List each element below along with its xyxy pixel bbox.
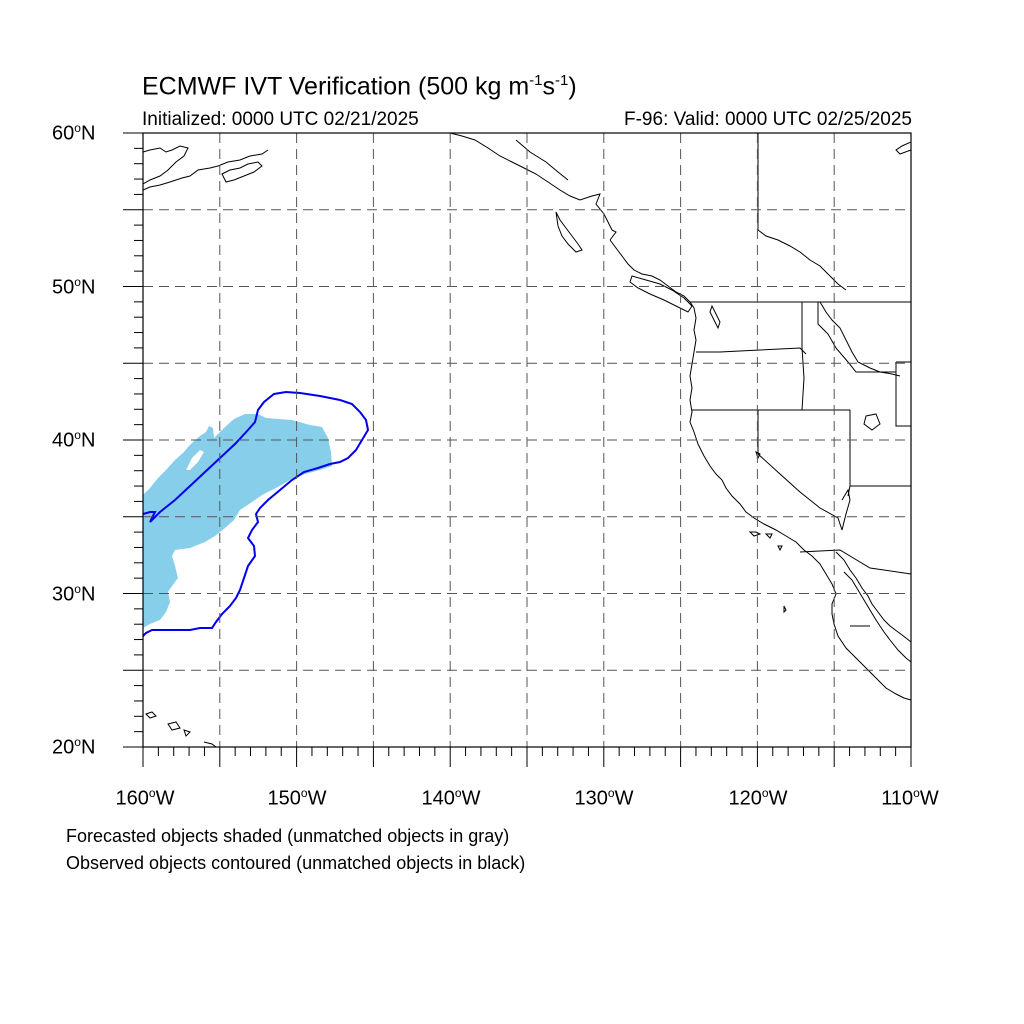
observed-objects: [143, 390, 370, 637]
canada-east-coast-fragment: [895, 141, 911, 155]
lon-label-120w: 120oW: [728, 786, 788, 810]
initialized-time: Initialized: 0000 UTC 02/21/2025: [142, 109, 419, 130]
lon-label-130w: 130oW: [574, 786, 634, 810]
title-unit-s: s: [542, 72, 556, 101]
forecast-ivt-notch: [186, 450, 204, 470]
wyoming-border: [895, 361, 911, 427]
guadalupe-island: [783, 605, 787, 614]
kodiak-island: [221, 161, 263, 183]
great-salt-lake: [863, 413, 881, 431]
mainland-mexico-coast: [843, 571, 911, 663]
nv-ut-border: [847, 410, 851, 497]
puget-sound: [709, 304, 721, 330]
us-west-coast: [689, 307, 911, 701]
lon-label-150w: 150oW: [267, 786, 327, 810]
alaska-southeast-coast: [449, 133, 617, 241]
lon-label-160w: 160oW: [115, 786, 175, 810]
title-superscript-2: -1: [555, 72, 569, 89]
bc-coast: [609, 239, 695, 309]
axis-ticks: [123, 132, 912, 767]
forecast-legend-note: Forecasted objects shaded (unmatched obj…: [66, 826, 510, 846]
idaho-montana-border: [817, 302, 896, 373]
lat-label-20n: 20oN: [52, 735, 96, 759]
lon-label-140w: 140oW: [421, 786, 481, 810]
az-border: [841, 488, 851, 531]
ca-nv-border: [757, 410, 843, 531]
lat-label-40n: 40oN: [52, 428, 96, 452]
lon-label-110w: 110oW: [881, 786, 939, 810]
us-mexico-border: [799, 549, 911, 575]
idaho-border: [801, 302, 805, 411]
vancouver-island: [629, 275, 693, 313]
northern-shore-2: [819, 301, 901, 377]
lat-label-30n: 30oN: [52, 582, 96, 606]
title-close-paren: ): [568, 72, 577, 101]
valid-time: F-96: Valid: 0000 UTC 02/25/2025: [624, 109, 912, 130]
political-boundaries: [690, 133, 911, 627]
northern-shore: [757, 229, 847, 291]
forecast-objects: [143, 414, 332, 628]
alaska-peninsula-coast: [143, 145, 189, 185]
observed-legend-note: Observed objects contoured (unmatched ob…: [66, 853, 526, 873]
lat-label-60n: 60oN: [52, 121, 96, 145]
alaska-canada-border: [515, 139, 569, 181]
baja-gulf-coast: [835, 551, 911, 643]
lake-tahoe: [755, 451, 761, 460]
wa-or-border: [696, 347, 807, 355]
title-superscript-1: -1: [529, 72, 543, 89]
map-title: ECMWF IVT Verification (500 kg m-1s-1): [142, 72, 577, 101]
haida-gwaii: [555, 211, 583, 253]
hawaii-islands: [145, 711, 217, 747]
title-text: ECMWF IVT Verification (500 kg m: [142, 72, 530, 101]
lat-label-50n: 50oN: [52, 275, 96, 299]
graticule: [143, 133, 911, 747]
channel-islands: [748, 531, 783, 552]
observed-ivt-contour: [143, 390, 370, 637]
alaska-peninsula-coast-2: [143, 149, 269, 191]
